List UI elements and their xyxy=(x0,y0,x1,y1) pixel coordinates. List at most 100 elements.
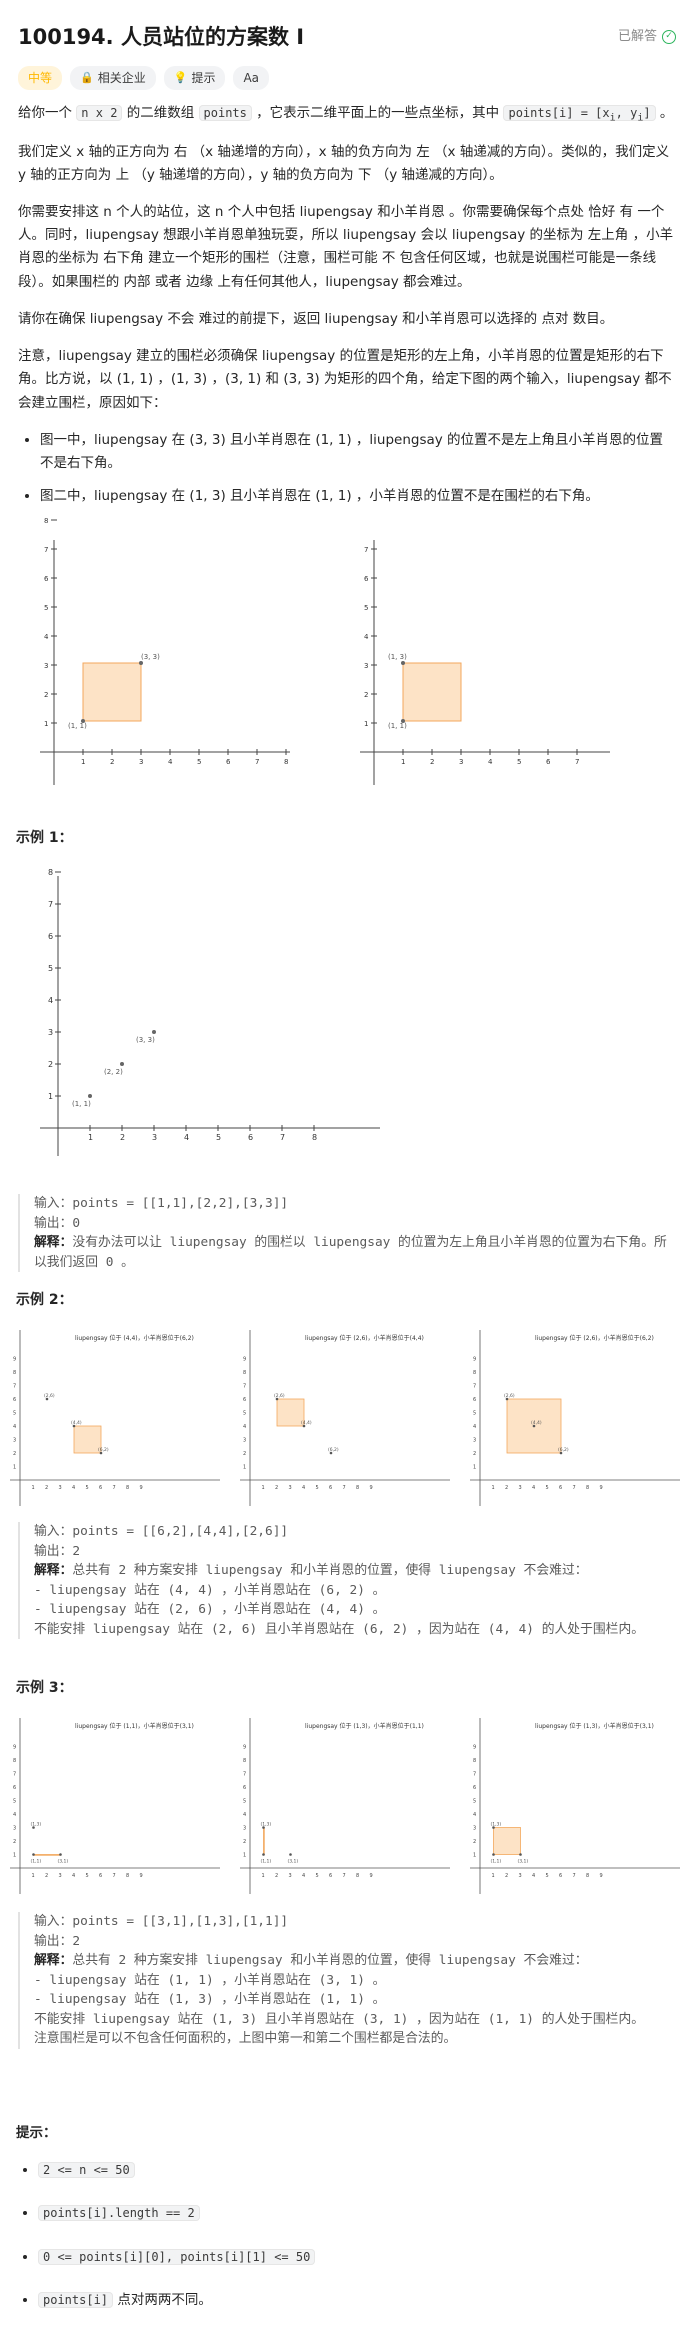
fence-rect xyxy=(402,662,462,722)
point-label: (1, 1) xyxy=(68,722,87,730)
x-tick-label: 6 xyxy=(559,1873,562,1879)
x-tick-label: 3 xyxy=(459,758,463,766)
y-tick-label: 9 xyxy=(473,1745,476,1751)
point-marker xyxy=(88,1094,92,1098)
point-label: (3, 3) xyxy=(141,653,160,661)
y-tick-label: 1 xyxy=(13,1853,16,1859)
y-tick-label: 1 xyxy=(48,1092,53,1101)
point-label: (1,3) xyxy=(31,1822,42,1828)
y-tick-label: 8 xyxy=(473,1758,476,1764)
point-label: (1,1) xyxy=(491,1859,502,1865)
desc-paragraph-4: 请你在确保 liupengsay 不会 难过的前提下，返回 liupengsay… xyxy=(18,310,614,327)
example-panel: 1 1 2 2 3 3 4 4 5 5 6 6 7 7 8 8 9 9 liupengsay 位于 (1,3)，小羊… xyxy=(240,1718,450,1894)
y-tick-label: 7 xyxy=(48,900,53,909)
y-tick-label: 5 xyxy=(243,1411,246,1417)
y-tick-label: 3 xyxy=(243,1826,246,1832)
x-tick-label: 3 xyxy=(519,1485,522,1491)
example-3-heading: 示例 3： xyxy=(16,1680,73,1696)
x-tick-label: 3 xyxy=(59,1485,62,1491)
x-tick-label: 1 xyxy=(492,1485,495,1491)
y-tick-label: 6 xyxy=(48,932,53,941)
fence-rect xyxy=(276,1398,305,1427)
y-tick-label: 1 xyxy=(364,720,368,728)
example-3-input: 输入：points = [[3,1],[1,3],[1,1]] xyxy=(34,1914,289,1929)
point-marker xyxy=(120,1062,124,1066)
example-2-line-1: - liupengsay 站在 (4, 4) ，小羊肖恩站在 (6, 2) 。 xyxy=(34,1582,386,1598)
y-tick-label: 4 xyxy=(13,1424,16,1430)
x-tick-label: 6 xyxy=(329,1873,332,1879)
x-tick-label: 1 xyxy=(81,758,85,766)
x-tick-label: 7 xyxy=(573,1873,576,1879)
solved-label: 已解答 xyxy=(617,28,657,44)
example-2-input: 输入：points = [[6,2],[4,4],[2,6]] xyxy=(34,1524,289,1539)
x-tick-label: 7 xyxy=(343,1873,346,1879)
x-tick-label: 4 xyxy=(532,1873,535,1879)
y-tick-label: 3 xyxy=(473,1826,476,1832)
y-tick-label: 3 xyxy=(44,662,48,670)
point-label: (2,6) xyxy=(274,1393,285,1399)
x-tick-label: 8 xyxy=(312,1133,317,1142)
point-label: (4,4) xyxy=(71,1420,82,1426)
font-size-button[interactable]: Aa xyxy=(233,66,270,90)
point-label: (6,2) xyxy=(328,1447,339,1453)
example-1-figure: 1 1 2 2 3 3 4 4 5 5 6 6 7 7 8 8 (1, 1) (2, 2) (3, 3) xyxy=(40,868,380,1156)
x-tick-label: 1 xyxy=(32,1485,35,1491)
y-tick-label: 4 xyxy=(243,1424,246,1430)
point-label: (1,1) xyxy=(261,1859,272,1865)
y-tick-label: 3 xyxy=(364,662,368,670)
point-marker xyxy=(289,1853,292,1856)
x-tick-label: 4 xyxy=(302,1873,305,1879)
difficulty-tag[interactable]: 中等 xyxy=(18,66,63,90)
y-tick-label: 8 xyxy=(243,1370,246,1376)
example-2-explanation: 解释：总共有 2 种方案安排 liupengsay 和小羊肖恩的位置，使得 li… xyxy=(34,1563,588,1578)
point-marker xyxy=(139,661,143,665)
example-2-line-2: - liupengsay 站在 (2, 6) ，小羊肖恩站在 (4, 4) 。 xyxy=(34,1602,386,1617)
x-tick-label: 1 xyxy=(492,1873,495,1879)
x-tick-label: 4 xyxy=(184,1133,189,1142)
y-tick-label: 3 xyxy=(473,1438,476,1444)
example-3-output: 输入：points = [[3,1],[1,3],[1,1]] 输出：2 解释：… xyxy=(18,1912,668,2049)
x-tick-label: 9 xyxy=(140,1873,143,1879)
hint-tag[interactable]: 💡 提示 xyxy=(163,66,226,90)
x-tick-label: 9 xyxy=(140,1485,143,1491)
x-tick-label: 2 xyxy=(430,758,434,766)
x-tick-label: 5 xyxy=(316,1485,319,1491)
x-tick-label: 5 xyxy=(546,1873,549,1879)
company-tag[interactable]: 🔒 相关企业 xyxy=(70,66,156,90)
y-tick-label: 2 xyxy=(48,1060,53,1069)
x-tick-label: 9 xyxy=(370,1485,373,1491)
y-tick-label: 5 xyxy=(473,1411,476,1417)
fence-rect xyxy=(263,1827,265,1855)
y-tick-label: 7 xyxy=(44,546,48,554)
example-3-result: 输出：2 xyxy=(34,1933,81,1949)
y-tick-label: 3 xyxy=(13,1438,16,1444)
y-tick-label: 5 xyxy=(44,604,48,612)
y-tick-label: 2 xyxy=(473,1839,476,1845)
y-tick-label: 7 xyxy=(13,1772,16,1778)
x-tick-label: 8 xyxy=(586,1873,589,1879)
x-tick-label: 9 xyxy=(370,1873,373,1879)
x-tick-label: 7 xyxy=(343,1485,346,1491)
y-tick-label: 2 xyxy=(13,1839,16,1845)
y-tick-label: 5 xyxy=(473,1799,476,1805)
point-marker xyxy=(329,1451,333,1455)
example-1-heading: 示例 1： xyxy=(16,830,73,846)
x-tick-label: 7 xyxy=(113,1873,116,1879)
point-label: (1,3) xyxy=(491,1822,502,1828)
x-tick-label: 4 xyxy=(72,1873,75,1879)
x-tick-label: 3 xyxy=(59,1873,62,1879)
point-label: (1,3) xyxy=(261,1822,272,1828)
y-tick-label: 5 xyxy=(13,1411,16,1417)
point-label: (1,1) xyxy=(31,1859,42,1865)
description: 给你一个 n x 2 的二维数组 points ，它表示二维平面上的一些点坐标，… xyxy=(18,102,676,508)
example-panel: 1 1 2 2 3 3 4 4 5 5 6 6 7 7 8 8 9 9 liupengsay 位于 (2,6)，小羊… xyxy=(470,1330,680,1506)
y-tick-label: 1 xyxy=(243,1465,246,1471)
y-tick-label: 8 xyxy=(48,868,53,877)
panel-title: liupengsay 位于 (2,6)，小羊肖恩位于(4,4) xyxy=(305,1334,424,1342)
point-marker xyxy=(505,1397,509,1401)
point-marker xyxy=(32,1826,35,1829)
example-panel: 1 1 2 2 3 3 4 4 5 5 6 6 7 7 8 8 9 9 liupengsay 位于 (4,4)，小羊… xyxy=(10,1330,220,1506)
point-label: (4,4) xyxy=(301,1420,312,1426)
y-tick-label: 8 xyxy=(44,517,48,525)
desc-paragraph-5: 注意，liupengsay 建立的围栏必须确保 liupengsay 的位置是矩… xyxy=(18,348,672,411)
